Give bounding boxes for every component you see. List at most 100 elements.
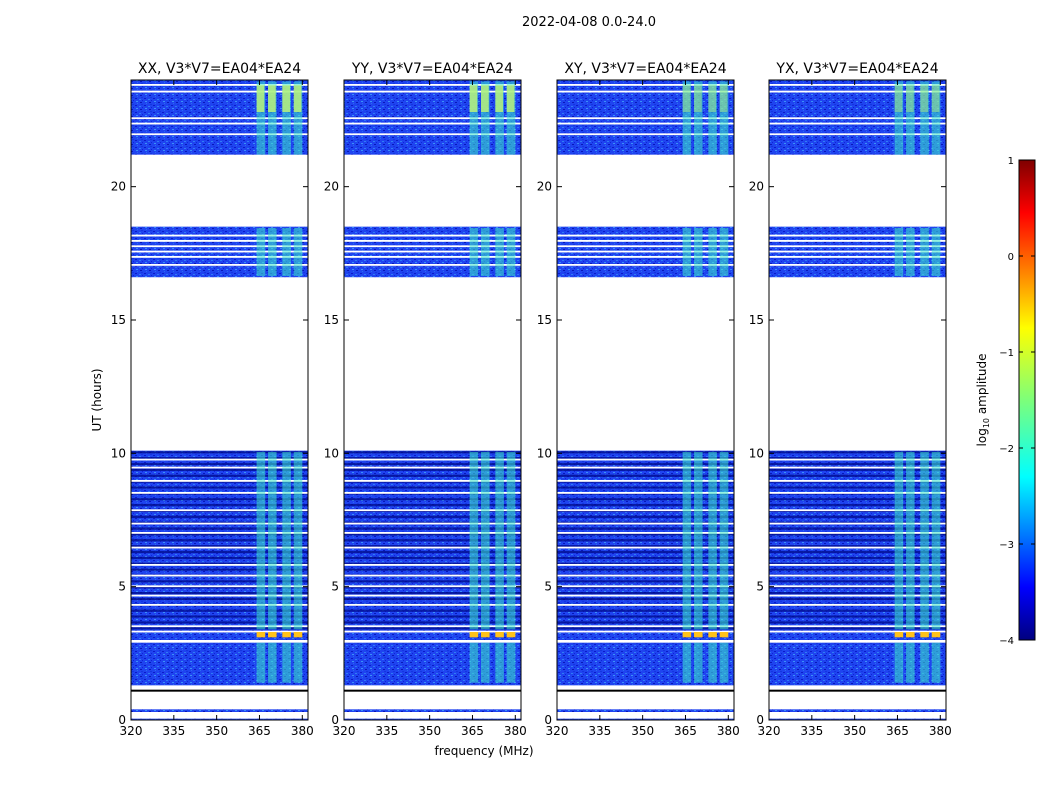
separator-line xyxy=(344,689,521,692)
dark-stripe xyxy=(557,627,734,630)
data-block xyxy=(557,562,734,632)
dark-stripe xyxy=(557,568,734,571)
gap-line xyxy=(344,532,521,534)
rfi-patch xyxy=(719,85,728,112)
rfi-band xyxy=(256,228,266,267)
x-tick-label: 320 xyxy=(546,724,569,738)
separator-line xyxy=(769,689,946,692)
gap-line xyxy=(131,546,308,549)
gap-line xyxy=(769,492,946,494)
rfi-patch xyxy=(906,85,914,112)
dark-stripe xyxy=(557,498,734,501)
dark-stripe xyxy=(131,504,308,507)
gap-line xyxy=(769,585,946,588)
data-block xyxy=(344,266,521,278)
dark-stripe xyxy=(344,462,521,466)
rfi-band xyxy=(268,81,277,155)
rfi-band xyxy=(256,81,266,155)
dark-stripe xyxy=(344,468,521,471)
x-tick-label: 380 xyxy=(504,724,527,738)
gap-line xyxy=(131,625,308,628)
gap-line xyxy=(344,117,521,120)
y-tick-label: 5 xyxy=(331,580,339,594)
dark-stripe xyxy=(769,609,946,612)
rfi-patch xyxy=(481,85,489,112)
dark-stripe xyxy=(131,474,308,477)
rfi-band xyxy=(293,228,303,267)
dark-stripe xyxy=(557,580,734,583)
x-tick-label: 320 xyxy=(333,724,356,738)
dark-stripe xyxy=(344,556,521,559)
dark-stripe xyxy=(344,562,521,565)
gap-interval xyxy=(131,156,308,226)
gap-line xyxy=(769,90,946,93)
rfi-band xyxy=(894,266,904,276)
gap-line xyxy=(344,492,521,494)
data-block xyxy=(557,266,734,278)
x-tick-label: 335 xyxy=(588,724,611,738)
gap-line xyxy=(557,492,734,494)
gap-line xyxy=(769,625,946,628)
gap-line xyxy=(344,604,521,606)
dark-stripe xyxy=(344,474,521,477)
rfi-patch xyxy=(708,85,717,112)
dark-stripe xyxy=(769,545,946,548)
rfi-band xyxy=(495,81,504,155)
gap-line xyxy=(769,546,946,549)
gap-line xyxy=(344,594,521,597)
x-tick-label: 320 xyxy=(120,724,143,738)
rfi-patch xyxy=(682,85,691,112)
data-block xyxy=(769,632,946,640)
x-tick-label: 365 xyxy=(674,724,697,738)
rfi-band xyxy=(268,228,277,267)
x-tick-label: 380 xyxy=(717,724,740,738)
dark-stripe xyxy=(131,615,308,618)
data-block xyxy=(344,632,521,640)
gap-line xyxy=(344,574,521,577)
colorbar-tick-label: −3 xyxy=(999,540,1014,551)
gap-line xyxy=(557,509,734,512)
dark-stripe xyxy=(557,468,734,471)
data-block xyxy=(769,709,946,712)
rfi-band xyxy=(920,228,929,267)
data-block xyxy=(769,642,946,686)
dark-stripe xyxy=(557,621,734,624)
gap-line xyxy=(131,574,308,577)
dark-stripe xyxy=(131,556,308,559)
gap-interval xyxy=(344,156,521,226)
gap-line xyxy=(557,574,734,577)
rfi-band xyxy=(719,228,729,267)
gap-line xyxy=(557,245,734,248)
rfi-band xyxy=(481,642,490,683)
y-tick-label: 15 xyxy=(537,313,552,327)
rfi-band xyxy=(495,228,504,267)
gap-line xyxy=(769,264,946,266)
rfi-band xyxy=(481,228,490,267)
rfi-band xyxy=(894,228,904,267)
dark-stripe xyxy=(769,586,946,589)
separator-line xyxy=(557,689,734,692)
gap-line xyxy=(344,458,521,461)
figure-suptitle: 2022-04-08 0.0-24.0 xyxy=(522,15,656,30)
colorbar-tick-label: −4 xyxy=(999,636,1014,647)
dark-stripe xyxy=(344,550,521,554)
x-tick-label: 350 xyxy=(205,724,228,738)
y-tick-label: 10 xyxy=(537,446,552,460)
dark-stripe xyxy=(557,451,734,454)
gap-line xyxy=(344,245,521,248)
rfi-patch xyxy=(469,85,478,112)
panel-xy: XY, V3*V7=EA04*EA24 320 335 350 365 380 0 5 10 15… xyxy=(537,61,740,738)
dark-stripe xyxy=(769,615,946,618)
gap-line xyxy=(769,466,946,469)
dark-stripe xyxy=(557,562,734,565)
gap-line xyxy=(769,245,946,248)
rfi-patch xyxy=(282,85,291,112)
x-tick-label: 365 xyxy=(461,724,484,738)
axes-frame xyxy=(556,79,735,721)
rfi-band xyxy=(906,452,915,630)
axes-frame xyxy=(343,79,522,721)
colorbar-gradient xyxy=(1018,159,1036,641)
data-block xyxy=(344,718,521,721)
rfi-patch xyxy=(293,85,302,112)
rfi-band xyxy=(708,642,717,683)
